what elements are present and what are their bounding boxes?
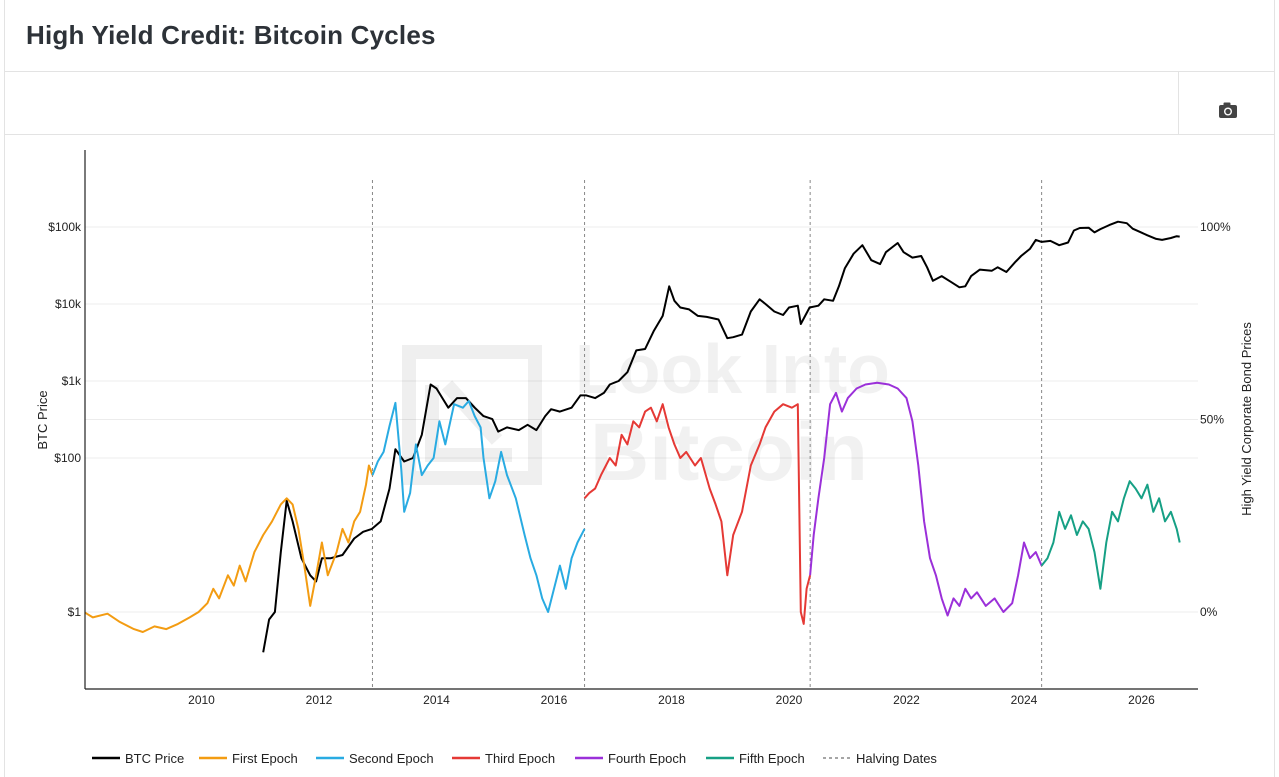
y-right-tick-label: 100% <box>1200 220 1231 234</box>
legend-item-third-epoch[interactable]: Third Epoch <box>452 751 555 766</box>
legend-label: Fourth Epoch <box>608 751 686 766</box>
legend-item-btc-price[interactable]: BTC Price <box>92 751 184 766</box>
card-header: High Yield Credit: Bitcoin Cycles <box>4 0 1275 72</box>
legend-label: Fifth Epoch <box>739 751 805 766</box>
watermark-line-2: Bitcoin <box>590 407 868 498</box>
legend-item-fifth-epoch[interactable]: Fifth Epoch <box>706 751 805 766</box>
y-right-axis-title: High Yield Corporate Bond Prices <box>1239 322 1254 516</box>
x-tick-label: 2010 <box>188 693 215 707</box>
axes: $1 $100 $1k $10k $100k 0% 50% 100% 2010 2012 2014 2… <box>35 150 1254 707</box>
series-lines <box>85 220 1181 653</box>
chart-plot: Look Into Bitcoin $1 $100 $1k $10k $100k 0% 50… <box>35 150 1254 766</box>
y-right-tick-label: 0% <box>1200 605 1218 619</box>
series-line-fifth-epoch <box>1040 480 1181 590</box>
y-left-tick-label: $1k <box>62 374 82 388</box>
camera-icon <box>1219 102 1237 118</box>
x-tick-label: 2016 <box>541 693 568 707</box>
watermark-line-1: Look Into <box>575 330 890 408</box>
legend-label: Third Epoch <box>485 751 555 766</box>
halving-lines <box>371 180 1043 689</box>
series-line-first-epoch <box>85 464 374 633</box>
gridlines <box>85 226 1198 613</box>
y-left-axis-title: BTC Price <box>35 390 50 449</box>
x-tick-label: 2026 <box>1128 693 1155 707</box>
legend-item-second-epoch[interactable]: Second Epoch <box>316 751 434 766</box>
x-tick-label: 2022 <box>893 693 920 707</box>
legend-label: Second Epoch <box>349 751 434 766</box>
chart-card <box>4 0 1275 777</box>
chart-toolbar <box>4 72 1275 135</box>
legend: BTC Price First Epoch Second Epoch Third Ep… <box>92 751 937 766</box>
x-tick-label: 2018 <box>658 693 685 707</box>
x-tick-label: 2024 <box>1011 693 1038 707</box>
series-line-btc-price <box>262 220 1180 653</box>
series-line-third-epoch <box>583 403 812 625</box>
y-left-tick-label: $10k <box>55 297 82 311</box>
y-left-tick-label: $100k <box>48 220 82 234</box>
legend-item-first-epoch[interactable]: First Epoch <box>199 751 298 766</box>
page-title: High Yield Credit: Bitcoin Cycles <box>26 20 436 50</box>
legend-label: Halving Dates <box>856 751 937 766</box>
legend-label: First Epoch <box>232 751 298 766</box>
y-left-tick-label: $100 <box>54 451 81 465</box>
y-left-tick-label: $1 <box>68 605 82 619</box>
x-tick-label: 2014 <box>423 693 450 707</box>
download-image-button[interactable] <box>1208 98 1248 126</box>
x-tick-label: 2020 <box>776 693 803 707</box>
series-line-second-epoch <box>371 400 586 613</box>
legend-item-halving-dates[interactable]: Halving Dates <box>823 751 937 766</box>
y-right-tick-label: 50% <box>1200 413 1224 427</box>
toolbar-divider <box>1178 72 1179 134</box>
legend-item-fourth-epoch[interactable]: Fourth Epoch <box>575 751 686 766</box>
x-tick-label: 2012 <box>306 693 333 707</box>
legend-label: BTC Price <box>125 751 184 766</box>
watermark-logo-icon <box>402 345 542 485</box>
series-line-fourth-epoch <box>809 381 1043 617</box>
